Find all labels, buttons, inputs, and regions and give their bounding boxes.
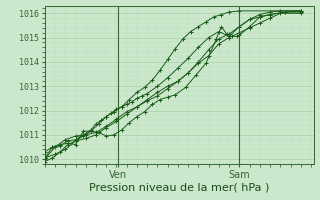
X-axis label: Pression niveau de la mer( hPa ): Pression niveau de la mer( hPa )	[89, 182, 269, 192]
